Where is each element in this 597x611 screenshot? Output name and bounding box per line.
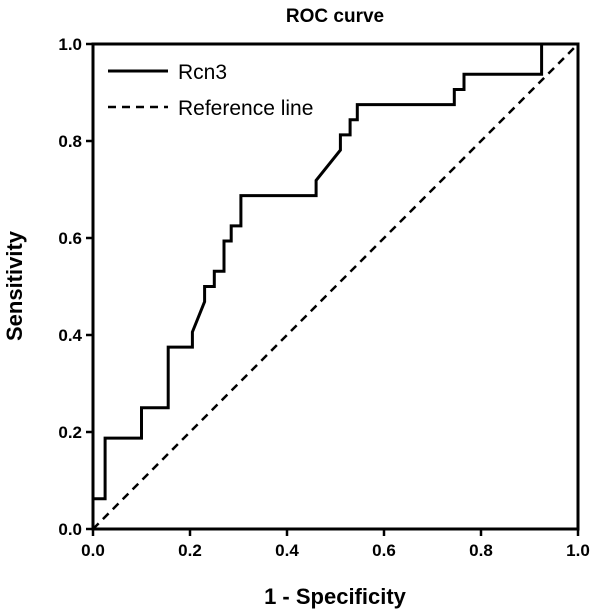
x-axis-label: 1 - Specificity	[264, 584, 407, 609]
y-axis-label: Sensitivity	[2, 230, 27, 341]
chart-title: ROC curve	[286, 6, 384, 27]
x-tick-label: 0.8	[469, 541, 493, 560]
plot-frame	[91, 42, 580, 531]
y-axis-ticks: 0.0 0.2 0.4 0.6 0.8 1.0	[58, 35, 93, 539]
y-tick-label: 0.4	[58, 326, 82, 345]
reference-line	[92, 43, 579, 530]
legend-label-reference: Reference line	[178, 97, 313, 120]
plot-area	[91, 42, 580, 531]
y-tick-label: 0.0	[58, 520, 82, 539]
legend-label-rcn3: Rcn3	[178, 61, 227, 84]
y-tick-label: 0.6	[58, 229, 82, 248]
x-tick-label: 0.4	[275, 541, 299, 560]
y-tick-label: 1.0	[58, 35, 82, 54]
y-tick-label: 0.8	[58, 132, 82, 151]
x-tick-label: 1.0	[566, 541, 590, 560]
x-tick-label: 0.2	[178, 541, 202, 560]
y-tick-label: 0.2	[58, 423, 82, 442]
x-axis-ticks: 0.0 0.2 0.4 0.6 0.8 1.0	[81, 529, 590, 560]
x-tick-label: 0.6	[372, 541, 396, 560]
x-tick-label: 0.0	[81, 541, 105, 560]
legend: Rcn3 Reference line	[108, 61, 313, 120]
rcn3-roc-line	[91, 42, 578, 529]
